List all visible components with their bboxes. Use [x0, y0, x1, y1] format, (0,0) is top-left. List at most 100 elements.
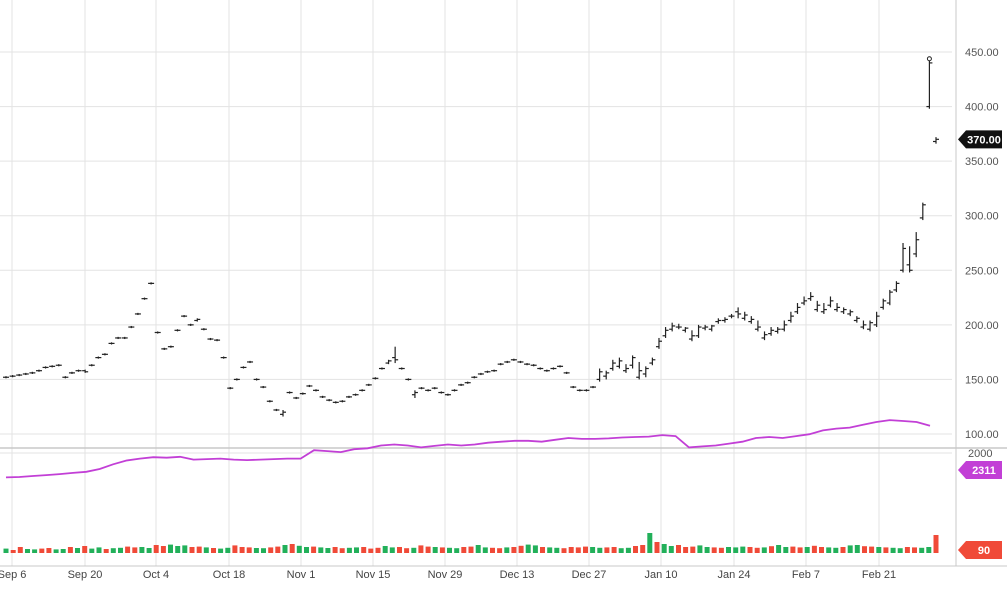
- y-tick-label: 250.00: [965, 265, 999, 277]
- indicator-line: [5, 419, 931, 479]
- volume-bar: [67, 547, 73, 553]
- y-tick-label: 200.00: [965, 320, 999, 332]
- ohlc-bar: [491, 369, 498, 372]
- volume-bar: [754, 547, 760, 553]
- ohlc-bar: [451, 389, 458, 392]
- volume-bar: [389, 547, 395, 553]
- volume-bar: [325, 548, 331, 553]
- ohlc-bar: [398, 367, 405, 370]
- volume-bar: [268, 547, 274, 553]
- volume-bar: [168, 544, 173, 553]
- ohlc-bar: [266, 400, 273, 403]
- x-tick-label: Jan 10: [644, 569, 677, 581]
- ohlc-bar: [194, 318, 201, 322]
- ohlc-bar: [174, 329, 181, 332]
- ohlc-bar: [207, 337, 214, 341]
- volume-bar: [590, 547, 596, 553]
- ohlc-bar: [893, 281, 900, 293]
- y-tick-label: 350.00: [965, 156, 999, 168]
- volume-bar: [382, 546, 388, 553]
- ohlc-bar: [385, 359, 392, 365]
- x-tick-label: Sep 6: [0, 569, 26, 581]
- ohlc-bar: [583, 389, 590, 392]
- volume-bar: [511, 547, 517, 553]
- ohlc-bar: [42, 366, 49, 369]
- y-tick-label: 100.00: [965, 429, 999, 441]
- ohlc-bar: [29, 371, 36, 374]
- volume-bar: [25, 549, 30, 553]
- ohlc-bar: [557, 365, 564, 368]
- ohlc-bar: [154, 331, 161, 334]
- ohlc-bar: [675, 323, 682, 330]
- volume-bar: [704, 547, 710, 553]
- ohlc-bar: [530, 364, 537, 367]
- volume-bar: [196, 546, 202, 553]
- volume-bar: [375, 547, 381, 553]
- ohlc-bar: [517, 360, 524, 364]
- volume-bar: [397, 547, 402, 553]
- volume-bar: [132, 547, 138, 553]
- ohlc-bar: [570, 385, 577, 389]
- ohlc-bar: [682, 327, 689, 333]
- ohlc-bar: [68, 371, 75, 374]
- volume-bar: [890, 547, 896, 553]
- ohlc-bar: [933, 137, 939, 144]
- volume-bar: [790, 546, 796, 553]
- ohlc-bar: [286, 391, 293, 394]
- ohlc-bar: [774, 327, 781, 334]
- ohlc-bar: [240, 366, 247, 369]
- ohlc-bar: [425, 389, 432, 392]
- ohlc-bar: [253, 378, 260, 381]
- ohlc-bar: [623, 364, 629, 373]
- ohlc-bar: [563, 371, 570, 374]
- ohlc-bar: [919, 202, 926, 221]
- volume-bar: [797, 547, 803, 553]
- ohlc-bar: [913, 232, 920, 258]
- volume-bar: [733, 547, 739, 553]
- x-tick-label: Feb 7: [792, 569, 820, 581]
- volume-bar: [275, 546, 281, 553]
- volume-bar: [103, 549, 109, 553]
- volume-bar: [532, 545, 538, 553]
- volume-bar: [661, 544, 667, 553]
- volume-bar: [504, 547, 510, 553]
- ohlc-bar: [378, 367, 385, 370]
- volume-bar: [690, 546, 696, 553]
- volume-bar: [17, 547, 23, 553]
- volume-bar: [261, 548, 266, 553]
- volume-bar: [726, 547, 731, 553]
- volume-bar: [597, 547, 603, 553]
- ohlc-bar: [853, 316, 860, 323]
- ohlc-bar: [365, 383, 372, 386]
- volume-bar: [604, 547, 610, 553]
- volume-bar: [110, 548, 116, 553]
- volume-bar: [175, 546, 181, 553]
- volume-bar: [239, 547, 245, 553]
- y-tick-label: 300.00: [965, 211, 999, 223]
- ohlc-bar: [820, 303, 827, 314]
- ohlc-bar: [214, 339, 221, 342]
- x-tick-label: Nov 29: [428, 569, 463, 581]
- ohlc-bar: [161, 347, 168, 350]
- ohlc-bar: [524, 363, 531, 366]
- ohlc-bar: [550, 367, 557, 370]
- ohlc-bar: [319, 395, 326, 398]
- volume-bar: [361, 547, 367, 553]
- ohlc-bar: [128, 325, 135, 329]
- volume-bar: [253, 548, 259, 553]
- volume-bar: [232, 545, 238, 553]
- volume-bar: [711, 547, 717, 553]
- ohlc-bar: [504, 360, 511, 364]
- volume-bar: [769, 546, 774, 553]
- volume-bar: [475, 545, 481, 553]
- ohlc-bar: [590, 385, 597, 389]
- volume-bar: [568, 547, 574, 553]
- volume-bar: [611, 547, 617, 553]
- ohlc-bar: [115, 336, 122, 340]
- volume-bar-series: [3, 533, 939, 553]
- ohlc-bar: [438, 391, 445, 394]
- volume-bar: [125, 546, 131, 553]
- volume-bar: [432, 547, 438, 553]
- ohlc-bar: [141, 297, 148, 300]
- ohlc-bar: [352, 393, 359, 396]
